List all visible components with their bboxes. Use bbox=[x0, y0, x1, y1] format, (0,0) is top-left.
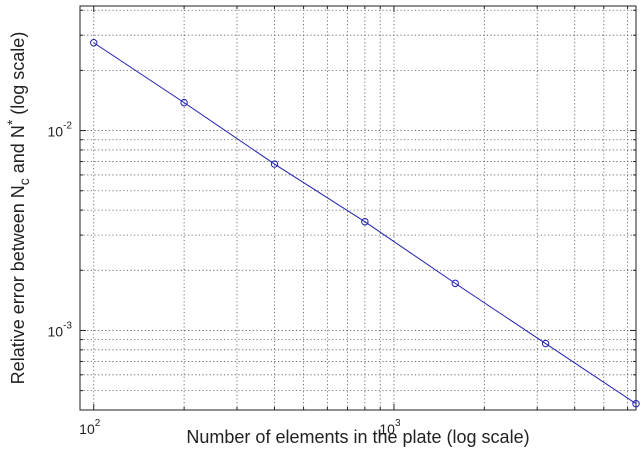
data-point bbox=[632, 400, 640, 408]
x-tick-label-base: 10 bbox=[379, 421, 395, 437]
y-axis-label-suffix: (log scale) bbox=[8, 32, 28, 120]
y-tick-label-exponent: -3 bbox=[63, 320, 72, 331]
plot-area-frame bbox=[79, 5, 637, 411]
y-axis-label-subscript: c bbox=[16, 178, 32, 185]
y-tick-label-base: 10 bbox=[48, 124, 64, 140]
y-tick-label-base: 10 bbox=[48, 323, 64, 339]
y-axis-label-superscript: * bbox=[4, 119, 20, 125]
y-tick-label-exponent: -2 bbox=[63, 121, 72, 132]
x-axis-label: Number of elements in the plate (log sca… bbox=[186, 427, 529, 447]
y-tick-label: 10-2 bbox=[48, 121, 73, 140]
x-tick-label-base: 10 bbox=[79, 421, 95, 437]
series bbox=[90, 39, 640, 408]
x-tick-label-exponent: 2 bbox=[95, 418, 101, 429]
data-point bbox=[180, 98, 188, 107]
data-point bbox=[270, 160, 279, 168]
grid bbox=[79, 6, 636, 411]
x-tick-label: 102 bbox=[79, 418, 101, 437]
x-tick-label-exponent: 3 bbox=[395, 418, 401, 429]
y-axis-label-prefix: Relative error between N bbox=[8, 185, 28, 384]
y-tick-label: 10-3 bbox=[48, 320, 73, 339]
data-point bbox=[90, 39, 98, 47]
y-axis-label: Relative error between Nc and N* (log sc… bbox=[4, 32, 32, 385]
data-point bbox=[541, 339, 550, 348]
data-point bbox=[361, 218, 369, 226]
x-tick-label: 103 bbox=[379, 418, 401, 437]
y-axis-label-middle: and N bbox=[8, 125, 28, 178]
data-point bbox=[451, 279, 459, 288]
series-line bbox=[93, 42, 637, 405]
